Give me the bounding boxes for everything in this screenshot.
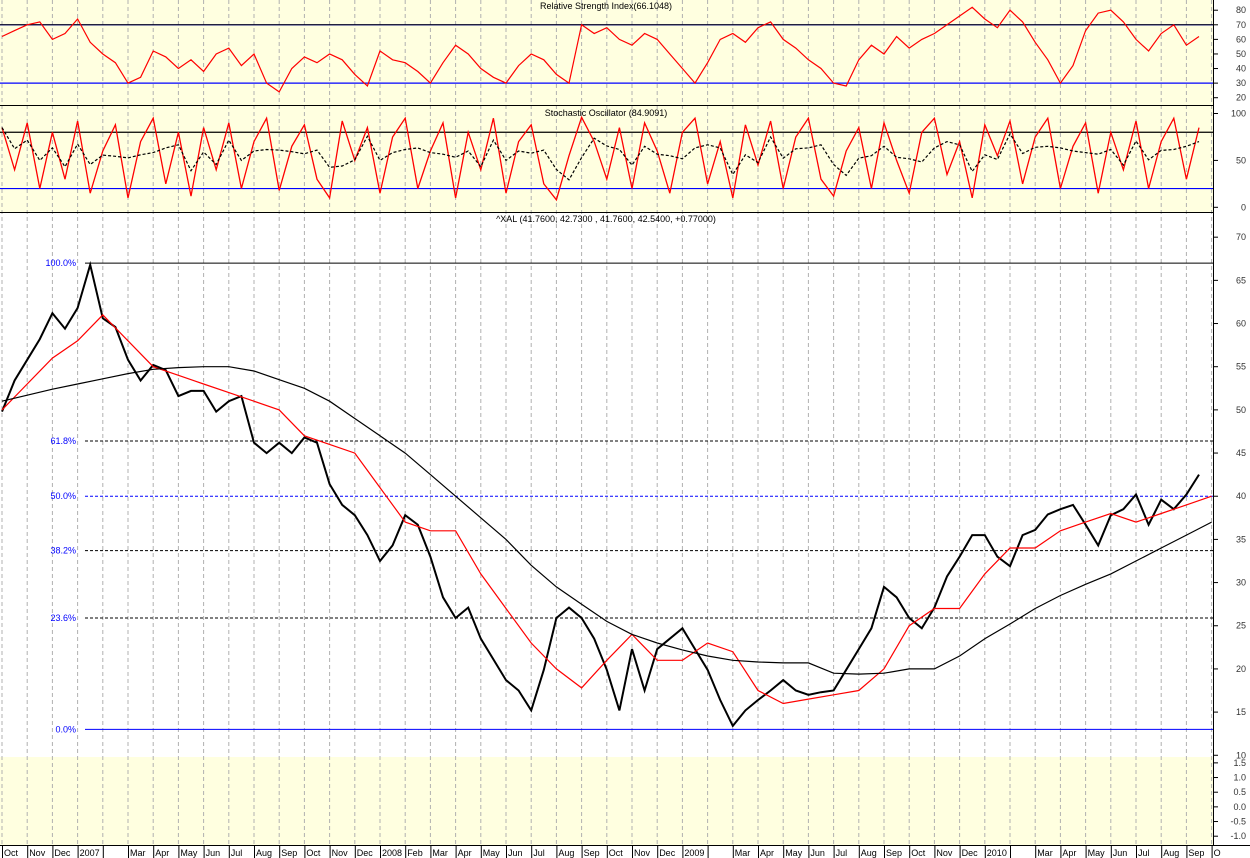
date-label: Jul bbox=[231, 848, 243, 858]
vertical-grid bbox=[1, 0, 1213, 845]
fib-label: 38.2% bbox=[50, 546, 76, 556]
price-tick-label: 65 bbox=[1236, 275, 1246, 285]
price-tick-label: 40 bbox=[1236, 491, 1246, 501]
date-label: May bbox=[180, 848, 198, 858]
date-label: Mar bbox=[735, 848, 751, 858]
fib-label: 61.8% bbox=[50, 436, 76, 446]
date-label: Jun bbox=[508, 848, 523, 858]
date-label: Nov bbox=[29, 848, 46, 858]
price-tick-label: 45 bbox=[1236, 448, 1246, 458]
date-label: 2008 bbox=[382, 848, 402, 858]
date-label: May bbox=[1088, 848, 1106, 858]
rsi-tick-label: 30 bbox=[1236, 78, 1246, 88]
rsi-tick-label: 50 bbox=[1236, 49, 1246, 59]
date-label: Jul bbox=[836, 848, 848, 858]
fib-label: 50.0% bbox=[50, 491, 76, 501]
date-label: Jul bbox=[533, 848, 545, 858]
rsi-tick-label: 20 bbox=[1236, 93, 1246, 103]
rsi-tick-label: 70 bbox=[1236, 20, 1246, 30]
date-label: 2010 bbox=[987, 848, 1007, 858]
date-label: Oct bbox=[4, 848, 19, 858]
price-tick-label: 35 bbox=[1236, 534, 1246, 544]
date-label: Aug bbox=[558, 848, 574, 858]
date-label: Aug bbox=[861, 848, 877, 858]
date-label: O bbox=[1214, 848, 1221, 858]
stoch-tick-label: 0 bbox=[1241, 202, 1246, 212]
date-label: May bbox=[785, 848, 803, 858]
lower-tick-label: -1.0 bbox=[1230, 831, 1246, 841]
price-tick-label: 30 bbox=[1236, 578, 1246, 588]
price-tick-label: 55 bbox=[1236, 362, 1246, 372]
date-label: 2009 bbox=[684, 848, 704, 858]
rsi-title: Relative Strength Index(66.1048) bbox=[540, 1, 672, 11]
price-title: ^XAL (41.7600, 42.7300 , 41.7600, 42.540… bbox=[496, 214, 716, 224]
stoch-tick-label: 50 bbox=[1236, 155, 1246, 165]
date-label: Mar bbox=[1037, 848, 1053, 858]
date-label: Apr bbox=[1062, 848, 1076, 858]
date-label: Jul bbox=[1138, 848, 1150, 858]
lower-tick-label: 0.5 bbox=[1233, 787, 1246, 797]
date-label: Oct bbox=[911, 848, 926, 858]
date-label: 2007 bbox=[80, 848, 100, 858]
lower-tick-label: -0.5 bbox=[1230, 817, 1246, 827]
rsi-tick-label: 40 bbox=[1236, 64, 1246, 74]
rsi-tick-label: 80 bbox=[1236, 5, 1246, 15]
date-label: Sep bbox=[886, 848, 902, 858]
date-label: Aug bbox=[1163, 848, 1179, 858]
lower-tick-label: 1.0 bbox=[1233, 773, 1246, 783]
price-tick-label: 20 bbox=[1236, 664, 1246, 674]
date-label: Apr bbox=[155, 848, 169, 858]
date-label: Aug bbox=[256, 848, 272, 858]
price-tick-label: 15 bbox=[1236, 707, 1246, 717]
stoch-title: Stochastic Oscillator (84.9091) bbox=[545, 108, 668, 118]
date-label: Sep bbox=[1188, 848, 1204, 858]
date-label: Oct bbox=[306, 848, 321, 858]
stoch-k-line bbox=[1, 115, 1200, 202]
fib-label: 100.0% bbox=[45, 258, 76, 268]
date-label: Sep bbox=[281, 848, 297, 858]
ma-long-line bbox=[1, 366, 1212, 675]
date-label: Sep bbox=[584, 848, 600, 858]
price-tick-label: 10 bbox=[1236, 750, 1246, 760]
ma-short-line bbox=[1, 314, 1212, 705]
stoch-tick-label: 100 bbox=[1231, 109, 1246, 119]
date-label: Oct bbox=[609, 848, 624, 858]
date-label: Dec bbox=[357, 848, 374, 858]
lower-tick-label: 0.0 bbox=[1233, 802, 1246, 812]
price-tick-label: 60 bbox=[1236, 319, 1246, 329]
rsi-tick-label: 60 bbox=[1236, 34, 1246, 44]
date-label: Dec bbox=[962, 848, 979, 858]
series-layer bbox=[1, 6, 1212, 728]
fib-label: 0.0% bbox=[55, 724, 76, 734]
rsi-line bbox=[1, 6, 1200, 93]
date-label: Jun bbox=[1113, 848, 1128, 858]
date-label: Dec bbox=[54, 848, 71, 858]
date-label: Nov bbox=[936, 848, 953, 858]
date-label: May bbox=[483, 848, 501, 858]
date-label: Jun bbox=[206, 848, 221, 858]
price-tick-label: 50 bbox=[1236, 405, 1246, 415]
date-label: Nov bbox=[332, 848, 349, 858]
date-label: Apr bbox=[458, 848, 472, 858]
date-label: Dec bbox=[659, 848, 676, 858]
date-label: Apr bbox=[760, 848, 774, 858]
date-label: Feb bbox=[407, 848, 423, 858]
reference-lines: 100.0% 61.8% 50.0% 38.2% 23.6% 0.0% bbox=[0, 24, 1214, 734]
date-label: Nov bbox=[634, 848, 651, 858]
price-tick-label: 70 bbox=[1236, 232, 1246, 242]
date-label: Jun bbox=[810, 848, 825, 858]
price-tick-label: 25 bbox=[1236, 621, 1246, 631]
date-label: Mar bbox=[432, 848, 448, 858]
date-label: Mar bbox=[130, 848, 146, 858]
fib-label: 23.6% bbox=[50, 613, 76, 623]
lower-tick-label: 1.5 bbox=[1233, 758, 1246, 768]
